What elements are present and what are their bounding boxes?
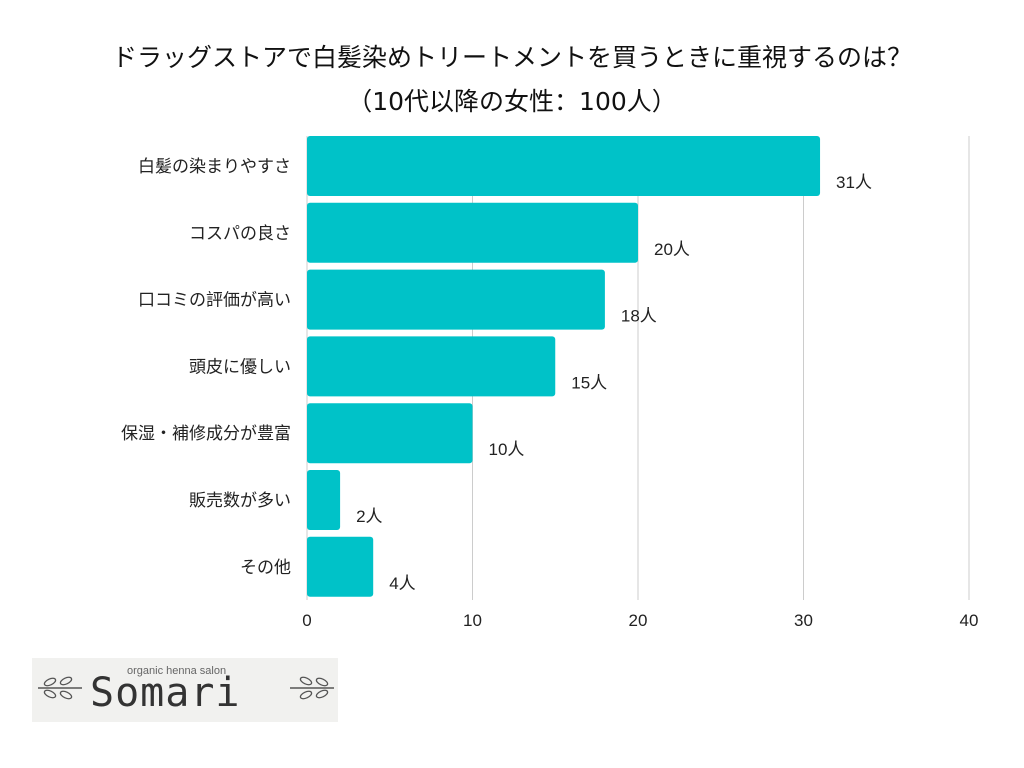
somari-logo: organic henna salon Somari (32, 658, 338, 722)
data-label: 31人 (836, 173, 872, 192)
data-label: 10人 (489, 440, 525, 459)
data-label: 2人 (356, 507, 382, 526)
category-label: 販売数が多い (189, 491, 291, 511)
chart-title: ドラッグストアで白髪染めトリートメントを買うときに重視するのは？ (111, 43, 912, 72)
data-label: 15人 (571, 373, 607, 392)
x-tick-label: 20 (629, 611, 648, 630)
logo-subtitle: organic henna salon (127, 665, 227, 677)
bar (307, 536, 374, 597)
category-label: 頭皮に優しい (189, 357, 291, 377)
bar (307, 403, 473, 464)
bar (307, 470, 341, 530)
x-tick-label: 40 (960, 611, 979, 630)
chart-subtitle: （10代以降の女性：100人） (347, 87, 677, 116)
data-label: 18人 (621, 307, 657, 326)
logo-wordmark: Somari (90, 670, 241, 716)
bar (307, 136, 821, 196)
category-label: 白髪の染まりやすさ (138, 157, 291, 177)
bar (307, 269, 605, 330)
x-tick-label: 10 (463, 611, 482, 630)
data-label: 4人 (389, 574, 415, 593)
category-label: 口コミの評価が高い (138, 291, 291, 311)
leaf-ornament-left-icon (38, 676, 82, 700)
x-tick-label: 0 (302, 611, 311, 630)
x-tick-label: 30 (794, 611, 813, 630)
leaf-ornament-right-icon (290, 676, 334, 700)
data-label: 20人 (654, 240, 690, 259)
category-label: コスパの良さ (189, 224, 291, 244)
category-label: 保湿・補修成分が豊富 (121, 424, 291, 444)
bar (307, 336, 556, 397)
category-label: その他 (240, 558, 291, 578)
bar (307, 202, 638, 263)
